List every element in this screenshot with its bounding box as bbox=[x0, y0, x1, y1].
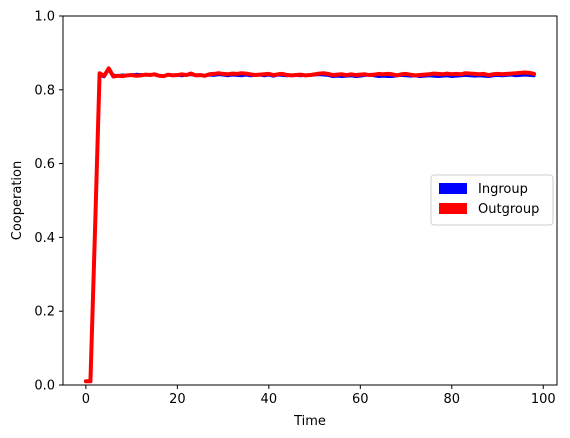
y-tick-label: 0.6 bbox=[34, 157, 55, 172]
x-tick-label: 40 bbox=[261, 392, 278, 407]
x-tick-label: 80 bbox=[444, 392, 461, 407]
legend-swatch-outgroup bbox=[439, 203, 467, 214]
x-tick-label: 60 bbox=[352, 392, 369, 407]
y-axis-label: Cooperation bbox=[10, 161, 25, 240]
y-tick-label: 0.4 bbox=[34, 231, 55, 246]
legend: Ingroup Outgroup bbox=[430, 174, 554, 226]
series-lines bbox=[83, 66, 537, 384]
x-tick-label: 100 bbox=[531, 392, 556, 407]
x-tick-label: 0 bbox=[82, 392, 90, 407]
plot-frame bbox=[62, 15, 558, 386]
y-tick-label: 1.0 bbox=[34, 10, 55, 25]
y-tick-label: 0.8 bbox=[34, 83, 55, 98]
x-axis-label: Time bbox=[293, 414, 326, 429]
legend-label-outgroup: Outgroup bbox=[478, 202, 539, 217]
y-tick-label: 0.2 bbox=[34, 305, 55, 320]
legend-swatch-ingroup bbox=[439, 183, 467, 194]
x-tick-label: 20 bbox=[169, 392, 186, 407]
y-tick-label: 0.0 bbox=[34, 379, 55, 394]
x-axis: 0 20 40 60 80 100 bbox=[82, 385, 556, 407]
y-axis: 0.0 0.2 0.4 0.6 0.8 1.0 bbox=[34, 10, 63, 394]
series-line-outgroup bbox=[83, 66, 537, 384]
legend-label-ingroup: Ingroup bbox=[478, 182, 528, 197]
